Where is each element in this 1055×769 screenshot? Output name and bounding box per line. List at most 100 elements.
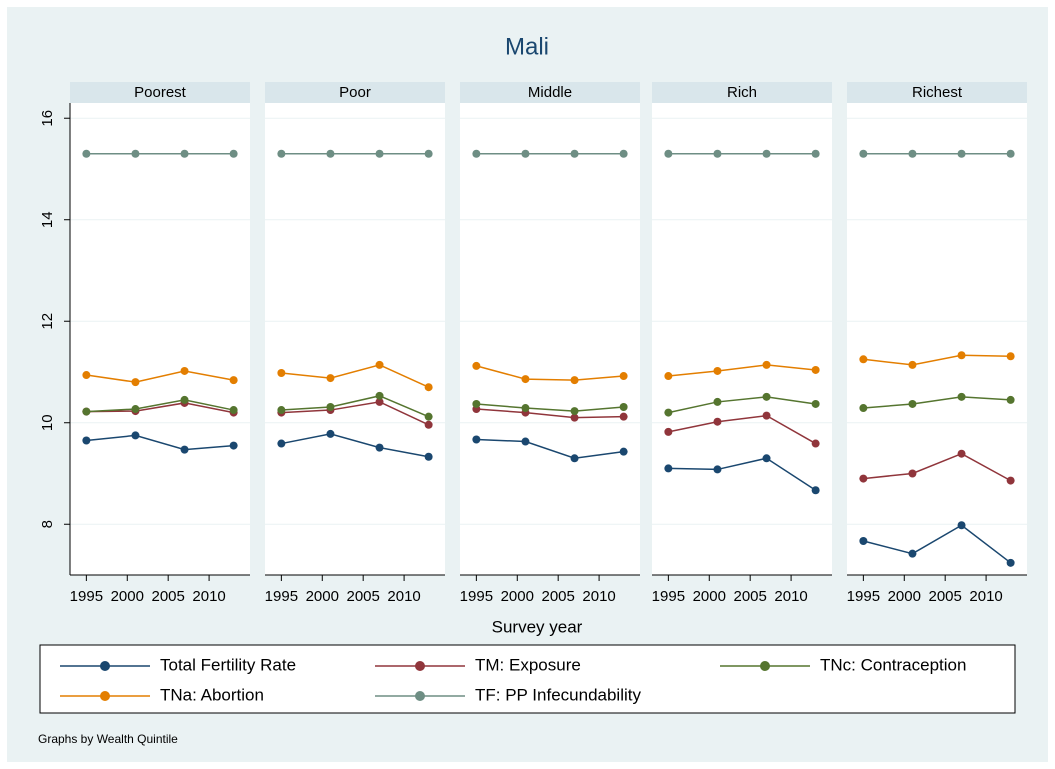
x-tick-label: 2005: [346, 588, 379, 605]
data-point: [1006, 476, 1015, 485]
data-point: [180, 445, 189, 454]
x-axis-title: Survey year: [492, 617, 583, 636]
series-line: [86, 370, 234, 383]
data-point: [570, 376, 579, 385]
x-tick-label: 1995: [70, 588, 103, 605]
data-point: [908, 399, 917, 408]
legend-marker: [760, 661, 770, 671]
data-point: [326, 429, 335, 438]
x-tick-label: 1995: [265, 588, 298, 605]
x-tick-label: 2000: [111, 588, 144, 605]
data-point: [424, 452, 433, 461]
data-point: [277, 369, 286, 378]
data-point: [180, 149, 189, 158]
data-point: [957, 351, 966, 360]
data-point: [713, 417, 722, 426]
plot-area: [652, 103, 832, 575]
data-point: [859, 149, 868, 158]
data-point: [957, 521, 966, 530]
data-point: [277, 406, 286, 415]
data-point: [957, 149, 966, 158]
y-tick-label: 10: [39, 414, 56, 431]
data-point: [811, 486, 820, 495]
panel-title: Middle: [528, 84, 572, 101]
data-point: [82, 371, 91, 380]
x-tick-label: 2005: [733, 588, 766, 605]
legend-marker: [100, 691, 110, 701]
data-point: [908, 549, 917, 558]
legend-marker: [415, 661, 425, 671]
x-tick-label: 2000: [501, 588, 534, 605]
x-tick-label: 1995: [652, 588, 685, 605]
legend-label: TNc: Contraception: [820, 655, 966, 674]
data-point: [713, 149, 722, 158]
data-point: [375, 149, 384, 158]
data-point: [521, 437, 530, 446]
data-point: [229, 376, 238, 385]
data-point: [762, 454, 771, 463]
x-tick-label: 2000: [306, 588, 339, 605]
series-line: [281, 395, 429, 418]
series-line: [86, 399, 234, 413]
x-tick-label: 2005: [541, 588, 574, 605]
y-tick-label: 16: [39, 110, 56, 127]
legend-label: TNa: Abortion: [160, 685, 264, 704]
x-tick-label: 1995: [847, 588, 880, 605]
data-point: [619, 372, 628, 381]
series-line: [86, 434, 234, 451]
legend-label: TM: Exposure: [475, 655, 581, 674]
x-tick-label: 2010: [582, 588, 615, 605]
data-point: [277, 439, 286, 448]
data-point: [326, 374, 335, 383]
panel-header: [265, 82, 445, 103]
data-point: [521, 149, 530, 158]
series-line: [476, 408, 624, 419]
legend-marker: [415, 691, 425, 701]
data-point: [762, 360, 771, 369]
panel-header: [460, 82, 640, 103]
note: Graphs by Wealth Quintile: [38, 732, 178, 746]
data-point: [82, 407, 91, 416]
x-tick-label: 2010: [387, 588, 420, 605]
plot-area: [265, 103, 445, 575]
data-point: [957, 449, 966, 458]
x-tick-label: 2010: [969, 588, 1002, 605]
data-point: [713, 465, 722, 474]
data-point: [859, 474, 868, 483]
data-point: [424, 383, 433, 392]
data-point: [472, 435, 481, 444]
series-line: [86, 402, 234, 414]
data-point: [713, 366, 722, 375]
data-point: [619, 149, 628, 158]
data-point: [664, 372, 673, 381]
data-point: [570, 413, 579, 422]
x-tick-label: 2000: [888, 588, 921, 605]
legend-label: Total Fertility Rate: [160, 655, 296, 674]
data-point: [277, 149, 286, 158]
data-point: [180, 366, 189, 375]
data-point: [82, 436, 91, 445]
data-point: [131, 149, 140, 158]
data-point: [326, 149, 335, 158]
data-point: [713, 397, 722, 406]
data-point: [664, 408, 673, 417]
x-tick-label: 1995: [460, 588, 493, 605]
data-point: [859, 355, 868, 364]
data-point: [1006, 558, 1015, 567]
data-point: [82, 149, 91, 158]
panel-header: [652, 82, 832, 103]
data-point: [326, 403, 335, 412]
y-tick-label: 14: [39, 211, 56, 228]
series-line: [668, 364, 816, 377]
x-tick-label: 2000: [693, 588, 726, 605]
data-point: [811, 399, 820, 408]
data-point: [229, 406, 238, 415]
legend-label: TF: PP Infecundability: [475, 685, 641, 704]
series-line: [281, 433, 429, 458]
plot-area: [847, 103, 1027, 575]
data-point: [957, 392, 966, 401]
data-point: [811, 439, 820, 448]
data-point: [521, 404, 530, 413]
series-line: [863, 396, 1011, 409]
